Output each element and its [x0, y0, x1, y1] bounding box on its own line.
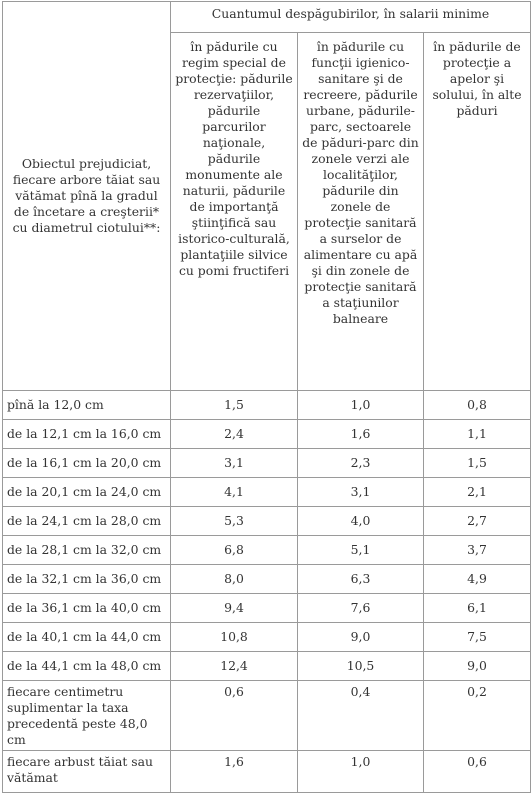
cell-value: 6,3	[297, 564, 424, 594]
cell-value: 2,1	[422, 477, 532, 507]
row-label: de la 36,1 cm la 40,0 cm	[2, 593, 171, 623]
cell-value: 6,8	[170, 535, 298, 565]
table-row: de la 16,1 cm la 20,0 cm 3,1 2,3 1,5	[2, 448, 532, 478]
row-label: de la 44,1 cm la 48,0 cm	[2, 651, 171, 681]
cell-value: 1,5	[170, 390, 298, 420]
table-row: de la 40,1 cm la 44,0 cm 10,8 9,0 7,5	[2, 622, 532, 652]
cell-value: 6,1	[422, 593, 532, 623]
cell-value: 12,4	[170, 651, 298, 681]
compensation-header: Cuantumul despăgubirilor, în salarii min…	[169, 1, 532, 33]
table-row: fiecare arbust tăiat sau vătămat 1,6 1,0…	[2, 750, 532, 793]
row-label: de la 24,1 cm la 28,0 cm	[2, 506, 171, 536]
cell-value: 2,4	[170, 419, 298, 449]
cell-value: 10,8	[170, 622, 298, 652]
cell-value: 8,0	[170, 564, 298, 594]
cell-value: 4,9	[422, 564, 532, 594]
cell-value: 1,0	[297, 390, 424, 420]
cell-value: 4,1	[170, 477, 298, 507]
cell-value: 1,0	[297, 750, 424, 793]
cell-value: 5,3	[170, 506, 298, 536]
cell-value: 5,1	[297, 535, 424, 565]
cell-value: 0,6	[170, 680, 298, 751]
table-row: fiecare centimetru suplimentar la taxa p…	[2, 680, 532, 751]
column-header-water-soil-protection: în pădurile de protecţie a apelor şi sol…	[422, 32, 532, 391]
table-row: de la 32,1 cm la 36,0 cm 8,0 6,3 4,9	[2, 564, 532, 594]
row-label: de la 20,1 cm la 24,0 cm	[2, 477, 171, 507]
table-row: de la 24,1 cm la 28,0 cm 5,3 4,0 2,7	[2, 506, 532, 536]
cell-value: 7,5	[422, 622, 532, 652]
cell-value: 9,4	[170, 593, 298, 623]
row-label: de la 40,1 cm la 44,0 cm	[2, 622, 171, 652]
cell-value: 2,3	[297, 448, 424, 478]
cell-value: 9,0	[422, 651, 532, 681]
table-row: pînă la 12,0 cm 1,5 1,0 0,8	[2, 390, 532, 420]
cell-value: 10,5	[297, 651, 424, 681]
cell-value: 2,7	[422, 506, 532, 536]
cell-value: 1,6	[297, 419, 424, 449]
row-label: de la 28,1 cm la 32,0 cm	[2, 535, 171, 565]
row-label: pînă la 12,0 cm	[2, 390, 171, 420]
table-row: de la 44,1 cm la 48,0 cm 12,4 10,5 9,0	[2, 651, 532, 681]
cell-value: 1,5	[422, 448, 532, 478]
table-row: de la 28,1 cm la 32,0 cm 6,8 5,1 3,7	[2, 535, 532, 565]
table-row: de la 12,1 cm la 16,0 cm 2,4 1,6 1,1	[2, 419, 532, 449]
cell-value: 3,1	[170, 448, 298, 478]
row-label: fiecare arbust tăiat sau vătămat	[2, 750, 171, 793]
cell-value: 0,8	[422, 390, 532, 420]
cell-value: 9,0	[297, 622, 424, 652]
cell-value: 1,1	[422, 419, 532, 449]
row-label: de la 32,1 cm la 36,0 cm	[2, 564, 171, 594]
table-row: de la 36,1 cm la 40,0 cm 9,4 7,6 6,1	[2, 593, 532, 623]
table-row: de la 20,1 cm la 24,0 cm 4,1 3,1 2,1	[2, 477, 532, 507]
cell-value: 0,4	[297, 680, 424, 751]
cell-value: 1,6	[170, 750, 298, 793]
cell-value: 7,6	[297, 593, 424, 623]
cell-value: 4,0	[297, 506, 424, 536]
row-label: de la 16,1 cm la 20,0 cm	[2, 448, 171, 478]
column-header-sanitary-recreation: în pădurile cu funcţii igienico-sanitare…	[297, 32, 424, 391]
row-label: fiecare centimetru suplimentar la taxa p…	[2, 680, 171, 751]
cell-value: 0,2	[422, 680, 532, 751]
cell-value: 0,6	[422, 750, 532, 793]
cell-value: 3,7	[422, 535, 532, 565]
cell-value: 3,1	[297, 477, 424, 507]
column-header-special-protection: în pădurile cu regim special de protecţi…	[170, 32, 298, 391]
row-label: de la 12,1 cm la 16,0 cm	[2, 419, 171, 449]
object-header: Obiectul prejudiciat, fiecare arbore tăi…	[2, 1, 171, 391]
